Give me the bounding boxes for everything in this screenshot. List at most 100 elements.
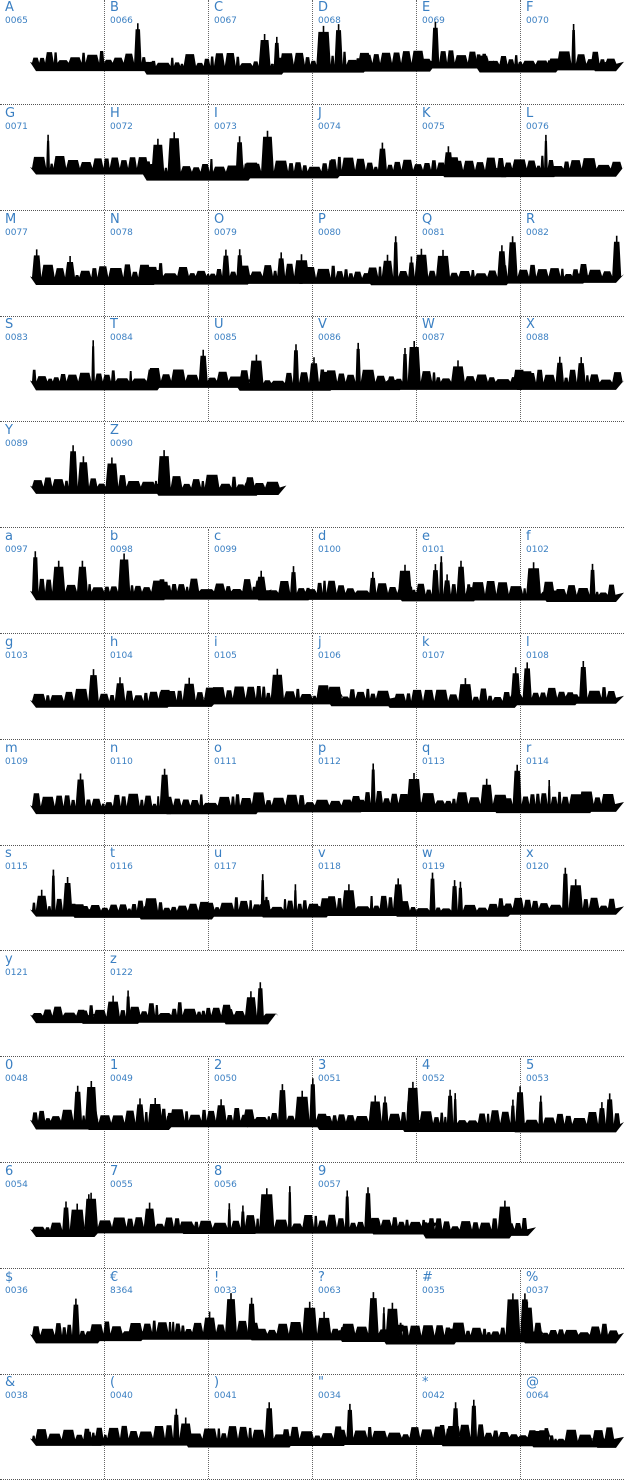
glyph-cell[interactable]: S 0083 bbox=[0, 317, 104, 421]
glyph-cell[interactable]: Y 0089 bbox=[0, 423, 104, 527]
glyph-code-point: 0075 bbox=[422, 121, 445, 132]
glyph-cell[interactable]: N 0078 bbox=[104, 211, 208, 316]
glyph-cell[interactable]: @0064 bbox=[520, 1375, 624, 1480]
glyph-character: € bbox=[110, 1269, 119, 1285]
glyph-cell[interactable]: B 0066 bbox=[104, 0, 208, 104]
glyph-cell[interactable]: ) 0041 bbox=[208, 1375, 312, 1480]
glyph-cell[interactable]: g 0103 bbox=[0, 635, 104, 739]
glyph-cell[interactable]: J 0074 bbox=[312, 105, 416, 210]
glyph-cell[interactable]: 7 0055 bbox=[104, 1163, 208, 1268]
glyph-cell[interactable]: r 0114 bbox=[520, 740, 624, 845]
glyph-cell[interactable]: 9 0057 bbox=[312, 1163, 416, 1268]
glyph-code-point: 0074 bbox=[318, 121, 341, 132]
glyph-cell[interactable]: 6 0054 bbox=[0, 1164, 104, 1268]
glyph-cell[interactable]: €8364 bbox=[104, 1269, 208, 1374]
glyph-cell[interactable]: I 0073 bbox=[208, 105, 312, 210]
glyph-cell[interactable]: 5 0053 bbox=[520, 1058, 624, 1162]
glyph-cell[interactable]: " 0034 bbox=[312, 1375, 416, 1480]
glyph-cell[interactable]: H 0072 bbox=[104, 105, 208, 210]
glyph-cell[interactable]: l 0108 bbox=[520, 634, 624, 739]
glyph-cell[interactable]: E 0069 bbox=[416, 0, 520, 104]
glyph-cell[interactable]: u 0117 bbox=[208, 846, 312, 951]
glyph-cell[interactable]: p 0112 bbox=[312, 740, 416, 845]
glyph-cell[interactable]: j 0106 bbox=[312, 634, 416, 739]
glyph-cell[interactable]: % 0037 bbox=[520, 1269, 624, 1374]
glyph-code-point: 0117 bbox=[214, 862, 237, 873]
glyph-cell[interactable]: V 0086 bbox=[312, 317, 416, 422]
glyph-cell[interactable]: U 0085 bbox=[208, 317, 312, 422]
glyph-cell[interactable]: s 0115 bbox=[0, 846, 104, 950]
glyph-cell[interactable]: 3 0051 bbox=[312, 1058, 416, 1162]
glyph-cell[interactable]: A 0065 bbox=[0, 0, 104, 104]
glyph-cell[interactable]: m 0109 bbox=[0, 741, 104, 845]
glyph-character: # bbox=[422, 1269, 433, 1285]
glyph-cell[interactable]: Q 0081 bbox=[416, 211, 520, 316]
glyph-cell[interactable]: Z 0090 bbox=[104, 423, 208, 528]
glyph-cell[interactable]: O 0079 bbox=[208, 211, 312, 316]
glyph-code-point: 0102 bbox=[526, 545, 549, 555]
glyph-cell[interactable]: b 0098 bbox=[104, 529, 208, 633]
glyph-character: f bbox=[526, 529, 531, 544]
glyph-cell[interactable]: (0040 bbox=[104, 1375, 208, 1480]
glyph-cell[interactable]: F 0070 bbox=[520, 0, 624, 104]
row-divider bbox=[0, 1267, 624, 1269]
glyph-cell[interactable]: 2 0050 bbox=[208, 1058, 312, 1162]
glyph-character: i bbox=[214, 634, 218, 650]
glyph-code-point: 0120 bbox=[526, 862, 549, 873]
glyph-cell[interactable]: v 0118 bbox=[312, 846, 416, 951]
glyph-cell[interactable]: 4 0052 bbox=[416, 1058, 520, 1162]
glyph-cell[interactable]: y 0121 bbox=[0, 952, 104, 1056]
glyph-cell[interactable]: ! 0033 bbox=[208, 1269, 312, 1374]
glyph-cell[interactable]: L 0076 bbox=[520, 105, 624, 210]
glyph-cell[interactable]: q 0113 bbox=[416, 740, 520, 845]
glyph-cell[interactable]: G 0071 bbox=[0, 106, 104, 210]
glyph-code-point: 0033 bbox=[214, 1285, 237, 1296]
glyph-character: 1 bbox=[110, 1058, 119, 1073]
row-divider bbox=[0, 209, 624, 211]
glyph-cell[interactable]: z 0122 bbox=[104, 952, 208, 1057]
glyph-cell[interactable]: R 0082 bbox=[520, 211, 624, 316]
glyph-code-point: 0080 bbox=[318, 227, 341, 238]
glyph-cell[interactable]: D 0068 bbox=[312, 0, 416, 104]
glyph-character: y bbox=[5, 952, 13, 968]
glyph-cell[interactable]: o 0111 bbox=[208, 740, 312, 845]
glyph-code-point: 0067 bbox=[214, 16, 237, 26]
glyph-cell[interactable]: X 0088 bbox=[520, 317, 624, 422]
glyph-cell[interactable]: a 0097 bbox=[0, 529, 104, 633]
glyph-row: y 0121 z 0122 bbox=[0, 952, 624, 1058]
glyph-cell[interactable]: h 0104 bbox=[104, 634, 208, 739]
glyph-character: w bbox=[422, 846, 433, 862]
glyph-cell[interactable]: & 0038 bbox=[0, 1375, 104, 1479]
glyph-character: M bbox=[5, 211, 17, 227]
glyph-cell[interactable]: x 0120 bbox=[520, 846, 624, 951]
glyph-cell[interactable]: e 0101 bbox=[416, 529, 520, 633]
glyph-cell[interactable]: c 0099 bbox=[208, 529, 312, 633]
glyph-cell[interactable]: n 0110 bbox=[104, 740, 208, 845]
glyph-character: J bbox=[318, 105, 322, 121]
glyph-cell[interactable]: k 0107 bbox=[416, 634, 520, 739]
glyph-row: M 0077 N 0078 O 0079 P 0080 Q 0081 R 0082 bbox=[0, 211, 624, 317]
glyph-cell[interactable]: $0036 bbox=[0, 1270, 104, 1374]
glyph-code-point: 0098 bbox=[110, 545, 133, 555]
glyph-cell[interactable]: 1 0049 bbox=[104, 1058, 208, 1162]
glyph-code-point: 0111 bbox=[214, 756, 237, 767]
glyph-cell[interactable]: t 0116 bbox=[104, 846, 208, 951]
glyph-cell[interactable]: C 0067 bbox=[208, 0, 312, 104]
glyph-cell[interactable]: K 0075 bbox=[416, 105, 520, 210]
glyph-code-point: 0050 bbox=[214, 1074, 237, 1084]
glyph-code-point: 0088 bbox=[526, 333, 549, 344]
glyph-cell[interactable]: 0 0048 bbox=[0, 1058, 104, 1162]
glyph-cell[interactable]: ? 0063 bbox=[312, 1269, 416, 1374]
glyph-character: P bbox=[318, 211, 326, 227]
glyph-cell[interactable]: #0035 bbox=[416, 1269, 520, 1374]
glyph-cell[interactable]: i 0105 bbox=[208, 634, 312, 739]
glyph-cell[interactable]: P 0080 bbox=[312, 211, 416, 316]
glyph-cell[interactable]: f 0102 bbox=[520, 529, 624, 633]
glyph-cell[interactable]: d 0100 bbox=[312, 529, 416, 633]
glyph-cell[interactable]: w 0119 bbox=[416, 846, 520, 951]
glyph-cell[interactable]: T 0084 bbox=[104, 317, 208, 422]
glyph-cell[interactable]: M 0077 bbox=[0, 212, 104, 316]
glyph-cell[interactable]: 8 0056 bbox=[208, 1163, 312, 1268]
glyph-cell[interactable]: * 0042 bbox=[416, 1375, 520, 1480]
glyph-cell[interactable]: W 0087 bbox=[416, 317, 520, 422]
